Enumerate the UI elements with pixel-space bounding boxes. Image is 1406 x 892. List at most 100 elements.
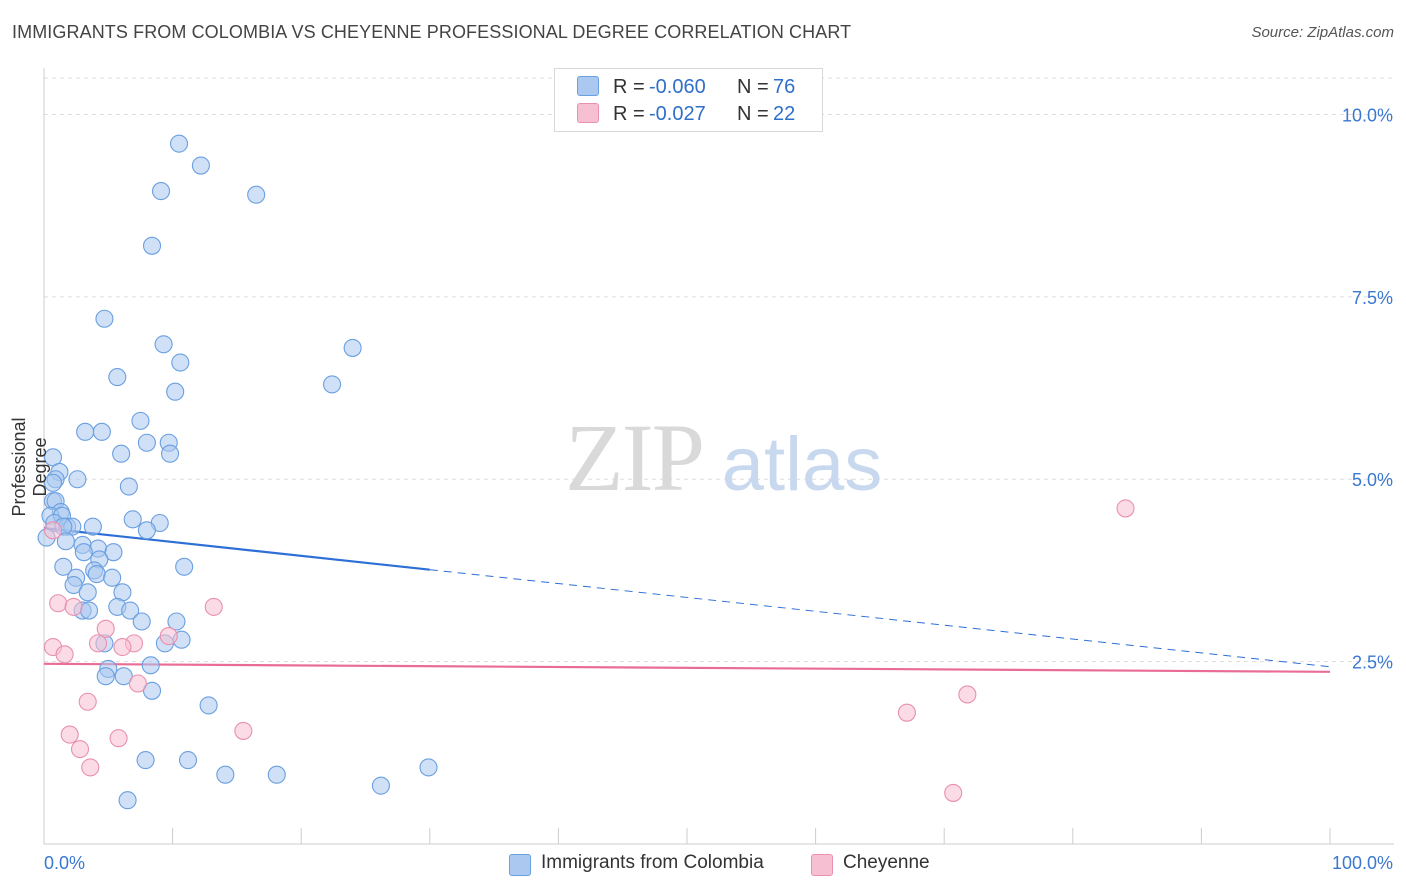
colombia-point	[114, 667, 133, 686]
colombia-point	[247, 185, 266, 204]
colombia-point	[151, 182, 171, 201]
colombia-point	[74, 543, 93, 562]
colombia-point	[343, 338, 362, 357]
colombia-point	[166, 382, 185, 401]
cheyenne-point	[64, 597, 83, 616]
colombia-point	[132, 612, 151, 631]
colombia-point	[142, 236, 162, 255]
colombia-point	[167, 612, 186, 631]
legend-n-label: N =	[737, 76, 769, 98]
colombia-point	[171, 353, 190, 372]
cheyenne-point	[96, 619, 115, 638]
cheyenne-point	[113, 637, 132, 657]
colombia-point	[78, 583, 97, 602]
trend-lines	[43, 527, 1331, 673]
colombia-point	[136, 751, 155, 770]
cheyenne-point	[128, 674, 147, 693]
colombia-point	[199, 696, 218, 715]
y-tick-label: 5.0%	[1352, 470, 1393, 490]
cheyenne-point	[109, 729, 128, 748]
cheyenne-point	[81, 758, 100, 777]
cheyenne-point	[70, 740, 90, 759]
colombia-point	[216, 765, 235, 784]
y-tick-labels: 2.5% 5.0% 7.5% 10.0%	[1342, 105, 1393, 672]
y-tick-label: 7.5%	[1352, 288, 1393, 308]
colombia-point	[137, 521, 156, 540]
colombia-point	[68, 470, 87, 489]
colombia-point	[92, 422, 111, 441]
legend-r-label: R =	[613, 103, 645, 125]
series-cheyenne-points	[43, 499, 1135, 802]
colombia-point	[87, 565, 106, 584]
correlation-legend: R = -0.060 N = 76 R = -0.027 N = 22	[554, 68, 823, 132]
colombia-point	[178, 751, 198, 770]
cheyenne-point	[958, 685, 977, 704]
colombia-point	[160, 444, 180, 463]
chart-title: IMMIGRANTS FROM COLOMBIA VS CHEYENNE PRO…	[12, 22, 852, 42]
cheyenne-point	[49, 594, 68, 613]
cheyenne-point	[43, 521, 63, 540]
colombia-point	[154, 335, 173, 354]
colombia-point	[43, 473, 63, 492]
colombia-point	[169, 134, 189, 153]
y-axis-label: Professional Degree	[9, 417, 50, 517]
colombia-point	[104, 543, 123, 562]
colombia-point	[83, 517, 102, 536]
watermark-zip: ZIP	[565, 404, 703, 511]
colombia-point	[54, 557, 73, 576]
colombia-point	[123, 510, 142, 529]
colombia-trend-line-extension	[429, 569, 1331, 668]
legend-r-value: -0.060	[649, 76, 706, 98]
legend-n-label: N =	[737, 103, 769, 125]
y-tick-label: 10.0%	[1342, 105, 1393, 125]
cheyenne-trend-line	[43, 662, 1331, 673]
colombia-point	[419, 758, 438, 777]
colombia-point	[191, 156, 210, 175]
cheyenne-point	[88, 634, 108, 653]
bottom-legend-label: Immigrants from Colombia	[541, 852, 764, 873]
cheyenne-point	[159, 627, 178, 646]
colombia-point	[103, 568, 122, 587]
legend-r-label: R =	[613, 76, 645, 98]
colombia-point	[108, 368, 127, 387]
cheyenne-point	[204, 597, 223, 616]
cheyenne-point	[234, 721, 253, 740]
colombia-point	[76, 422, 95, 441]
colombia-point	[118, 791, 137, 810]
colombia-point	[175, 557, 194, 576]
bottom-legend-label: Cheyenne	[843, 852, 930, 873]
colombia-point	[64, 575, 83, 595]
y-tick-label: 2.5%	[1352, 653, 1393, 673]
colombia-point	[131, 411, 150, 430]
colombia-point	[119, 477, 138, 496]
bottom-legend-swatch-blue	[509, 854, 531, 876]
watermark-atlas: atlas	[722, 422, 883, 507]
colombia-point	[79, 601, 99, 620]
colombia-point	[267, 765, 286, 784]
cheyenne-point	[60, 725, 79, 744]
cheyenne-point	[897, 703, 916, 722]
axes	[43, 68, 1394, 845]
legend-r-value: -0.027	[649, 103, 706, 125]
cheyenne-point	[55, 645, 74, 664]
colombia-point	[371, 776, 390, 795]
cheyenne-point	[1116, 499, 1135, 518]
series-colombia-points	[37, 134, 438, 810]
x-tick-label: 0.0%	[44, 853, 85, 873]
colombia-point	[137, 433, 156, 452]
colombia-point	[141, 656, 160, 675]
colombia-point	[121, 601, 140, 620]
colombia-point	[142, 681, 162, 700]
colombia-point	[95, 309, 114, 328]
legend-swatch-blue	[577, 76, 599, 96]
source-credit: Source: ZipAtlas.com	[1251, 24, 1394, 41]
colombia-point	[323, 375, 342, 394]
legend-swatch-pink	[577, 103, 599, 123]
colombia-point	[96, 667, 115, 686]
cheyenne-point	[944, 783, 963, 802]
legend-n-value: 22	[773, 103, 796, 125]
x-tick-labels: 0.0% 100.0%	[44, 853, 1393, 873]
legend-n-value: 76	[773, 76, 796, 98]
bottom-legend-swatch-pink	[811, 854, 833, 876]
